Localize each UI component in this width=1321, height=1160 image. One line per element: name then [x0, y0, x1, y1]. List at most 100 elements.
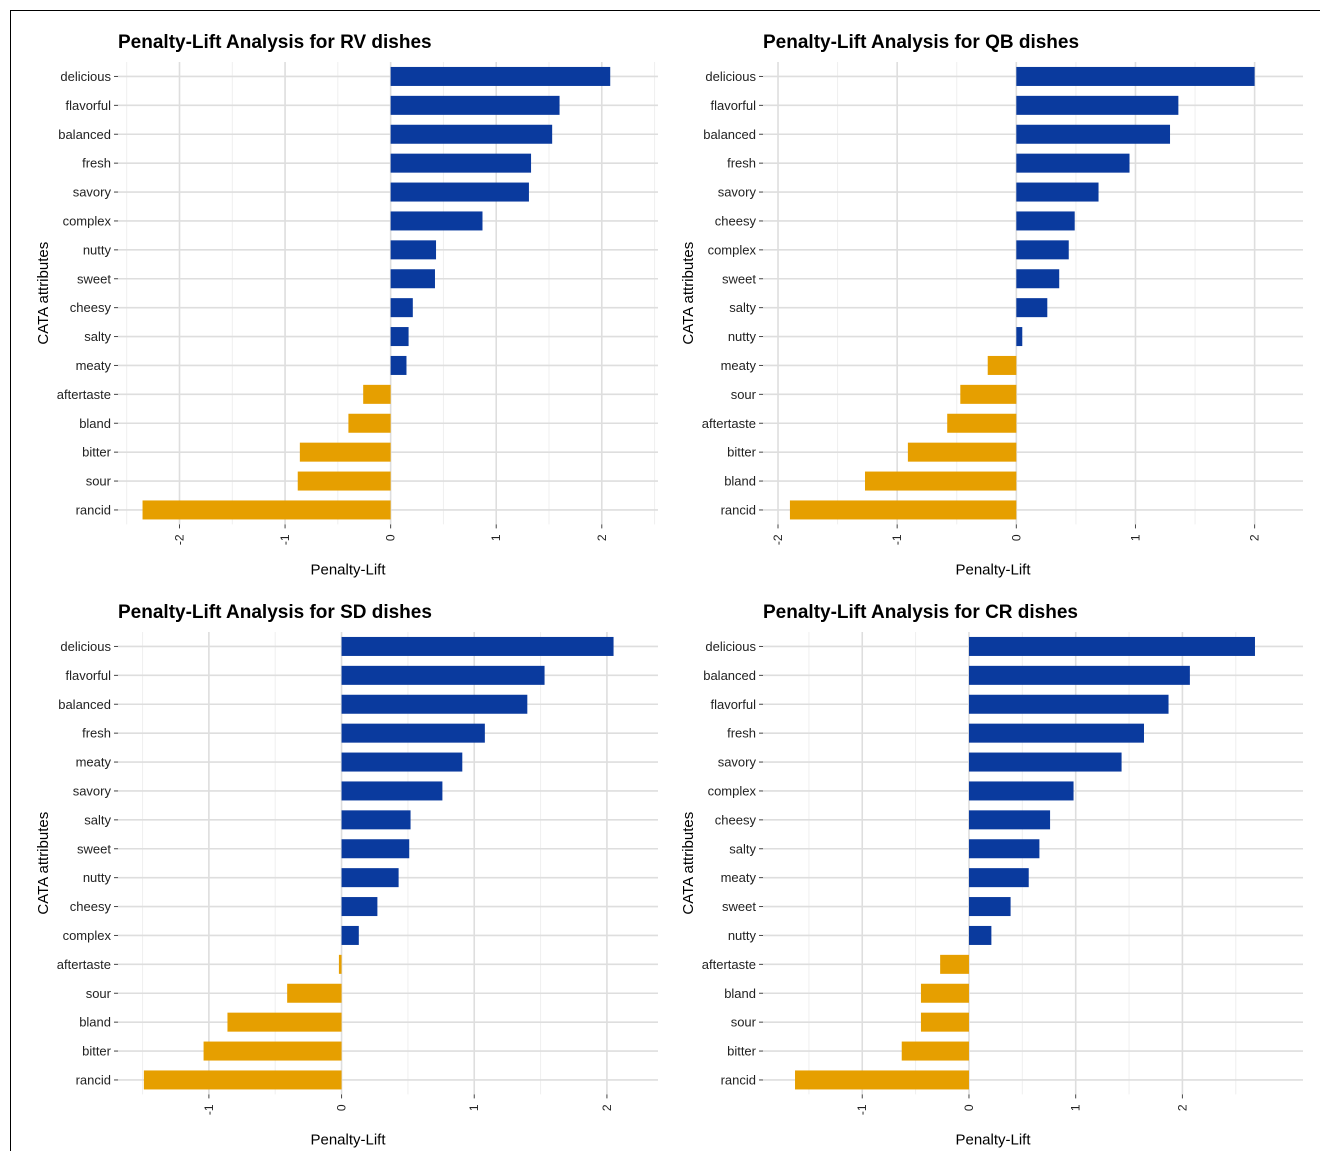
bar — [920, 983, 969, 1003]
x-axis-title: Penalty-Lift — [310, 1131, 386, 1148]
bar — [1016, 95, 1179, 115]
chart-title: Penalty-Lift Analysis for RV dishes — [118, 32, 432, 53]
y-tick-label: bitter — [727, 1044, 757, 1059]
y-tick-label: salty — [84, 812, 111, 827]
bar — [960, 384, 1017, 404]
y-tick-label: sour — [86, 986, 112, 1001]
y-tick-label: delicious — [705, 69, 756, 84]
bar — [341, 897, 378, 917]
y-tick-label: flavorful — [65, 668, 111, 683]
bar — [341, 723, 485, 743]
bar — [341, 665, 545, 685]
x-tick-label: 0 — [335, 1104, 349, 1111]
x-tick-label: 2 — [600, 1104, 614, 1111]
y-tick-label: balanced — [58, 697, 111, 712]
y-tick-label: savory — [73, 783, 112, 798]
y-tick-label: meaty — [721, 358, 757, 373]
x-tick-label: 0 — [1009, 534, 1023, 541]
y-tick-label: sour — [731, 387, 757, 402]
bar — [390, 66, 611, 86]
x-tick-label: 1 — [467, 1104, 481, 1111]
y-tick-label: nutty — [83, 870, 112, 885]
bar — [1016, 182, 1099, 202]
bar — [390, 95, 560, 115]
y-tick-label: bland — [79, 1015, 111, 1030]
bar — [142, 500, 391, 520]
chart-title: Penalty-Lift Analysis for QB dishes — [763, 32, 1079, 53]
y-tick-label: fresh — [727, 156, 756, 171]
y-tick-label: bitter — [82, 1044, 112, 1059]
bar — [348, 413, 391, 433]
bar — [940, 954, 969, 974]
y-tick-label: bitter — [82, 445, 112, 460]
bar — [390, 182, 529, 202]
y-tick-label: salty — [84, 329, 111, 344]
y-tick-label: rancid — [76, 502, 111, 517]
bar — [1016, 124, 1171, 144]
bar — [968, 665, 1190, 685]
y-tick-label: cheesy — [70, 300, 112, 315]
bar — [363, 384, 391, 404]
chart-title: Penalty-Lift Analysis for SD dishes — [118, 602, 432, 623]
y-tick-label: fresh — [727, 726, 756, 741]
y-tick-label: meaty — [76, 358, 112, 373]
x-tick-label: -1 — [278, 534, 292, 545]
bar — [907, 442, 1017, 462]
x-tick-label: 1 — [1069, 1104, 1083, 1111]
y-tick-label: meaty — [721, 870, 757, 885]
y-tick-label: rancid — [76, 1072, 111, 1087]
chart-svg: Penalty-Lift Analysis for CR dishes -1 0 1 2… — [680, 602, 1303, 1148]
y-tick-label: complex — [708, 242, 757, 257]
y-tick-label: aftertaste — [702, 416, 756, 431]
y-tick-label: nutty — [83, 242, 112, 257]
bar — [901, 1041, 969, 1061]
bar — [341, 781, 443, 801]
y-tick-label: savory — [718, 755, 757, 770]
bar — [968, 925, 992, 945]
y-tick-label: rancid — [721, 502, 756, 517]
bar — [968, 781, 1074, 801]
bar — [390, 153, 532, 173]
y-tick-label: sweet — [722, 899, 756, 914]
bar — [968, 897, 1011, 917]
bar — [920, 1012, 969, 1032]
y-tick-label: meaty — [76, 755, 112, 770]
x-tick-label: 2 — [1248, 534, 1262, 541]
bar — [1016, 240, 1069, 260]
y-tick-label: flavorful — [65, 98, 111, 113]
bar — [968, 752, 1122, 772]
bar — [390, 124, 553, 144]
bar — [341, 694, 528, 714]
chart-svg: Penalty-Lift Analysis for QB dishes -2 -1 0… — [680, 32, 1303, 578]
bar — [390, 240, 437, 260]
bar — [1016, 211, 1075, 231]
bar — [287, 983, 342, 1003]
y-tick-label: aftertaste — [57, 957, 111, 972]
y-tick-label: balanced — [703, 668, 756, 683]
y-tick-label: rancid — [721, 1072, 756, 1087]
x-tick-label: -1 — [890, 534, 904, 545]
bar — [227, 1012, 342, 1032]
y-tick-label: sour — [86, 474, 112, 489]
y-tick-label: savory — [718, 185, 757, 200]
y-tick-label: bland — [724, 474, 756, 489]
bar — [390, 211, 483, 231]
bar — [968, 694, 1169, 714]
bar — [203, 1041, 342, 1061]
y-axis-title: CATA attributes — [35, 812, 52, 915]
y-tick-label: cheesy — [715, 213, 757, 228]
y-axis-title: CATA attributes — [680, 812, 697, 915]
y-tick-label: complex — [708, 783, 757, 798]
bar — [947, 413, 1017, 433]
bar — [968, 636, 1255, 656]
y-tick-label: sweet — [722, 271, 756, 286]
y-tick-label: aftertaste — [57, 387, 111, 402]
bar — [1016, 153, 1130, 173]
chart-panel-qb: Penalty-Lift Analysis for QB dishes -2 -1 0… — [655, 20, 1305, 590]
y-tick-label: sweet — [77, 271, 111, 286]
bar — [864, 471, 1017, 491]
bar — [297, 471, 391, 491]
y-tick-label: balanced — [58, 127, 111, 142]
chart-panel-rv: Penalty-Lift Analysis for RV dishes -2 -1 0… — [10, 20, 660, 590]
chart-panel-sd: Penalty-Lift Analysis for SD dishes -1 0 1 2… — [10, 590, 660, 1160]
